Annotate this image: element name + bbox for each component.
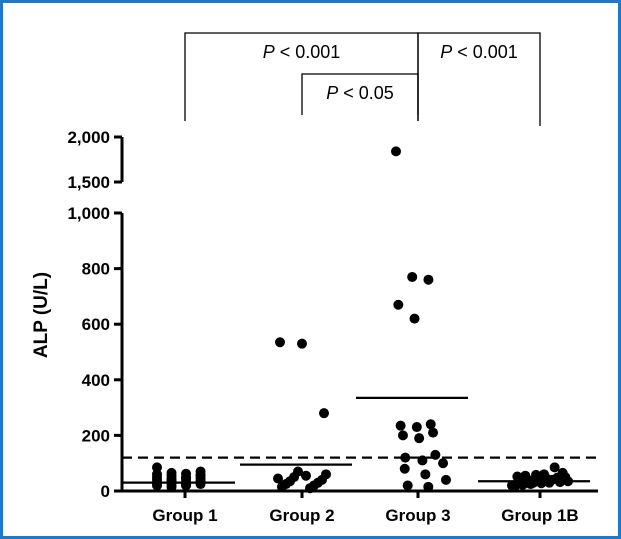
- data-point: [273, 473, 283, 484]
- y-axis-label: ALP (U/L): [31, 272, 52, 358]
- data-point: [399, 463, 410, 474]
- y-tick-label: 400: [82, 371, 110, 390]
- significance-bracket: [417, 32, 541, 126]
- data-point: [319, 408, 329, 419]
- data-point: [297, 338, 307, 349]
- data-point: [420, 469, 431, 480]
- data-point: [547, 474, 557, 485]
- data-point: [181, 472, 192, 483]
- y-tick-label: 600: [82, 315, 110, 334]
- significance-label: P < 0.001: [263, 42, 341, 62]
- data-point: [430, 449, 441, 460]
- data-point: [275, 337, 285, 348]
- data-point: [409, 313, 420, 324]
- data-point: [441, 474, 451, 485]
- data-point: [402, 480, 413, 491]
- data-point: [417, 455, 428, 466]
- data-point: [423, 481, 434, 492]
- data-point: [391, 146, 401, 157]
- data-point: [438, 458, 449, 469]
- data-point: [549, 462, 560, 473]
- data-point: [407, 271, 418, 282]
- data-point: [277, 481, 287, 492]
- data-point: [414, 433, 425, 444]
- y-tick-label: 1,500: [67, 173, 110, 192]
- significance-label: P < 0.05: [326, 83, 394, 103]
- data-point: [393, 299, 404, 310]
- data-point: [423, 274, 434, 285]
- y-tick-label: 0: [101, 482, 110, 501]
- y-tick-label: 200: [82, 426, 110, 445]
- data-point: [301, 470, 311, 481]
- x-tick-label: Group 2: [269, 506, 334, 525]
- y-tick-label: 2,000: [67, 128, 110, 147]
- significance-annotations: P < 0.001 P < 0.05 P < 0.001: [184, 32, 541, 126]
- data-point: [411, 422, 422, 433]
- data-point: [181, 479, 192, 490]
- data-point: [428, 427, 439, 438]
- data-point: [166, 481, 177, 492]
- data-point: [195, 469, 206, 480]
- data-marks: [122, 146, 596, 494]
- data-point: [509, 481, 520, 492]
- data-point: [512, 471, 523, 482]
- data-point: [425, 419, 436, 430]
- y-tick-label: 800: [82, 260, 110, 279]
- data-point: [305, 483, 315, 494]
- y-tick-label: 1,000: [67, 204, 110, 223]
- x-tick-label: Group 3: [385, 506, 450, 525]
- data-point: [400, 452, 411, 463]
- x-tick-label: Group 1: [152, 506, 217, 525]
- significance-label: P < 0.001: [440, 42, 518, 62]
- data-point: [395, 420, 406, 431]
- x-tick-label: Group 1B: [501, 506, 578, 525]
- data-point: [531, 469, 541, 480]
- data-point: [152, 462, 162, 473]
- axes: 0 200 400 600 800 1,000 1,500 2,000 Group 1 Group…: [67, 128, 598, 525]
- data-point: [528, 477, 539, 488]
- data-point: [397, 430, 408, 441]
